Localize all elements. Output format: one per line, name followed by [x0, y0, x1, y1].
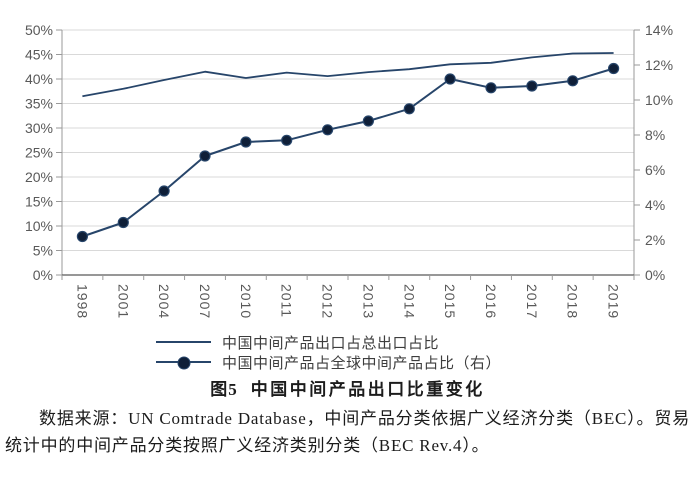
y-right-tick-label: 14%	[645, 22, 673, 38]
y-axis-right-labels: 0% 2% 4% 6% 8% 10% 12% 14%	[645, 22, 673, 283]
x-tick-label-year: 2001	[115, 284, 131, 319]
x-tick-label-year: 2019	[606, 284, 622, 319]
data-point-marker	[444, 73, 456, 85]
x-tick-label-year: 2015	[442, 284, 458, 319]
y-left-tick-label: 30%	[25, 120, 53, 136]
x-tick-label-year: 2004	[156, 284, 172, 319]
axes	[56, 29, 640, 280]
marker-line-swatch-icon	[156, 356, 211, 370]
y-left-tick-label: 25%	[25, 145, 53, 161]
data-point-marker	[281, 134, 293, 146]
y-left-tick-label: 20%	[25, 169, 53, 185]
gridlines	[62, 29, 634, 251]
x-tick-label-year: 2013	[360, 284, 376, 319]
y-right-tick-label: 2%	[645, 232, 665, 248]
series-line-1	[82, 67, 614, 238]
y-left-tick-label: 15%	[25, 194, 53, 210]
figure-caption: 图5 中国中间产品出口比重变化	[0, 375, 695, 400]
y-axis-left-labels: 0% 5% 10% 15% 20% 25% 30% 35% 40% 45% 50%	[25, 22, 53, 283]
series-line-0	[82, 52, 614, 98]
data-point-marker	[76, 230, 89, 243]
data-point-marker	[362, 115, 374, 127]
y-right-tick-label: 0%	[645, 267, 665, 283]
x-axis-labels: 1998 2001 2004 2007 2010 2011 2012 2013 2014 2015…	[74, 284, 621, 319]
y-right-tick-label: 4%	[645, 197, 665, 213]
x-tick-label-year: 2014	[401, 284, 417, 319]
series-0	[82, 52, 614, 98]
x-tick-label-year: 2017	[524, 284, 540, 319]
x-tick-label-year: 1998	[74, 284, 90, 319]
x-tick-label-year: 2010	[238, 284, 254, 319]
legend-label-export-share: 中国中间产品出口占总出口占比	[222, 334, 440, 352]
figure-number: 图5	[210, 380, 238, 399]
data-point-marker	[485, 82, 497, 94]
data-point-marker	[403, 103, 415, 115]
legend-item-global-share: 中国中间产品占全球中间产品占比（右）	[156, 352, 695, 372]
x-tick-label-year: 2012	[320, 284, 336, 319]
y-right-tick-label: 8%	[645, 127, 665, 143]
solid-line-swatch-icon	[156, 341, 211, 343]
y-left-tick-label: 0%	[33, 267, 53, 283]
y-right-tick-label: 12%	[645, 57, 673, 73]
data-point-marker	[158, 185, 170, 197]
data-point-marker	[117, 216, 129, 229]
x-tick-label-year: 2016	[483, 284, 499, 319]
data-point-marker	[240, 136, 252, 148]
y-left-tick-label: 45%	[25, 47, 53, 63]
dual-axis-line-chart: 0% 5% 10% 15% 20% 25% 30% 35% 40% 45% 50% 0% 2% 4% 6% 8…	[25, 22, 673, 319]
figure-title: 中国中间产品出口比重变化	[250, 380, 485, 399]
data-point-marker	[567, 75, 579, 87]
x-tick-label-year: 2007	[197, 284, 213, 319]
series-1	[76, 62, 620, 243]
data-point-marker	[322, 124, 334, 136]
chart-legend: 中国中间产品出口占总出口占比 中国中间产品占全球中间产品占比（右）	[156, 332, 695, 372]
legend-label-global-share: 中国中间产品占全球中间产品占比（右）	[222, 354, 502, 372]
source-note: 数据来源：UN Comtrade Database，中间产品分类依据广义经济分类…	[5, 409, 690, 456]
y-left-tick-label: 35%	[25, 96, 53, 112]
y-left-tick-label: 50%	[25, 22, 53, 38]
data-point-marker	[607, 62, 620, 75]
y-left-tick-label: 40%	[25, 71, 53, 87]
data-point-marker	[199, 150, 211, 162]
y-left-tick-label: 10%	[25, 218, 53, 234]
x-tick-label-year: 2018	[565, 284, 581, 319]
y-left-tick-label: 5%	[33, 243, 53, 259]
legend-item-export-share: 中国中间产品出口占总出口占比	[156, 332, 695, 352]
x-tick-label-year: 2011	[279, 284, 295, 318]
marker-dot-icon	[177, 356, 190, 370]
data-point-marker	[526, 80, 538, 92]
y-right-tick-label: 10%	[645, 92, 673, 108]
y-right-tick-label: 6%	[645, 162, 665, 178]
